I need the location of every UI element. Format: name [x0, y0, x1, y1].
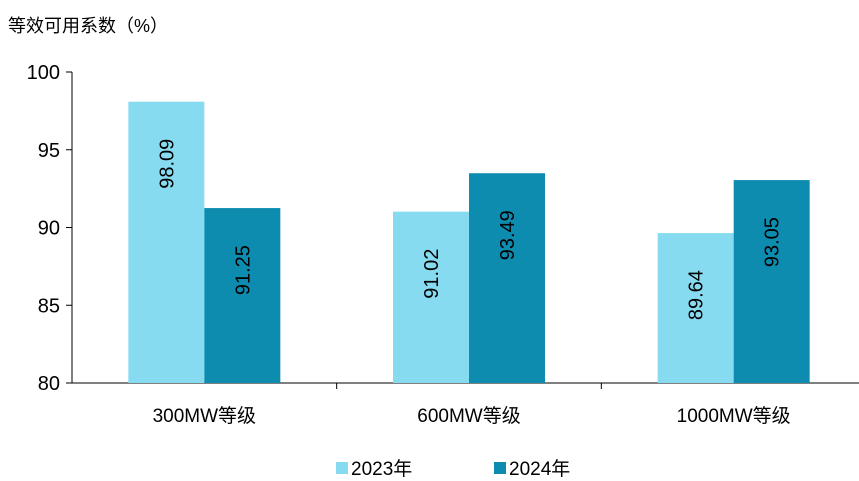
legend: 2023年 2024年 — [0, 454, 859, 481]
legend-swatch-2023 — [336, 461, 348, 474]
x-categories: 300MW等级 600MW等级 1000MW等级 — [153, 405, 791, 427]
data-label: 89.64 — [686, 270, 708, 320]
x-category-label: 600MW等级 — [417, 405, 520, 427]
bar — [393, 211, 469, 383]
data-label: 91.25 — [232, 245, 254, 295]
y-tick-label: 90 — [38, 218, 60, 240]
legend-label-2024: 2024年 — [509, 459, 571, 480]
legend-item-2023: 2023年 — [336, 454, 412, 481]
legend-swatch-2024 — [494, 461, 506, 474]
bars — [128, 101, 810, 383]
x-category-label: 1000MW等级 — [677, 405, 791, 427]
bar — [733, 180, 810, 383]
data-label: 93.05 — [762, 217, 784, 267]
y-tick-label: 85 — [38, 295, 60, 317]
legend-label-2023: 2023年 — [351, 459, 413, 480]
data-label: 91.02 — [421, 249, 443, 299]
y-tick-label: 100 — [27, 62, 60, 84]
bar — [128, 101, 205, 383]
data-label: 98.09 — [156, 139, 178, 189]
y-tick-label: 80 — [38, 373, 60, 395]
x-category-label: 300MW等级 — [153, 405, 256, 427]
y-axis-title: 等效可用系数（%） — [8, 16, 169, 36]
y-tick-label: 95 — [38, 140, 60, 162]
data-label: 93.49 — [497, 210, 519, 260]
legend-item-2024: 2024年 — [494, 454, 570, 481]
data-labels: 98.09 91.02 89.64 91.25 93.49 93.05 — [156, 139, 783, 320]
y-ticks: 80 85 90 95 100 — [27, 62, 60, 395]
bar — [657, 233, 734, 383]
bar — [204, 208, 281, 383]
bar — [469, 173, 545, 383]
